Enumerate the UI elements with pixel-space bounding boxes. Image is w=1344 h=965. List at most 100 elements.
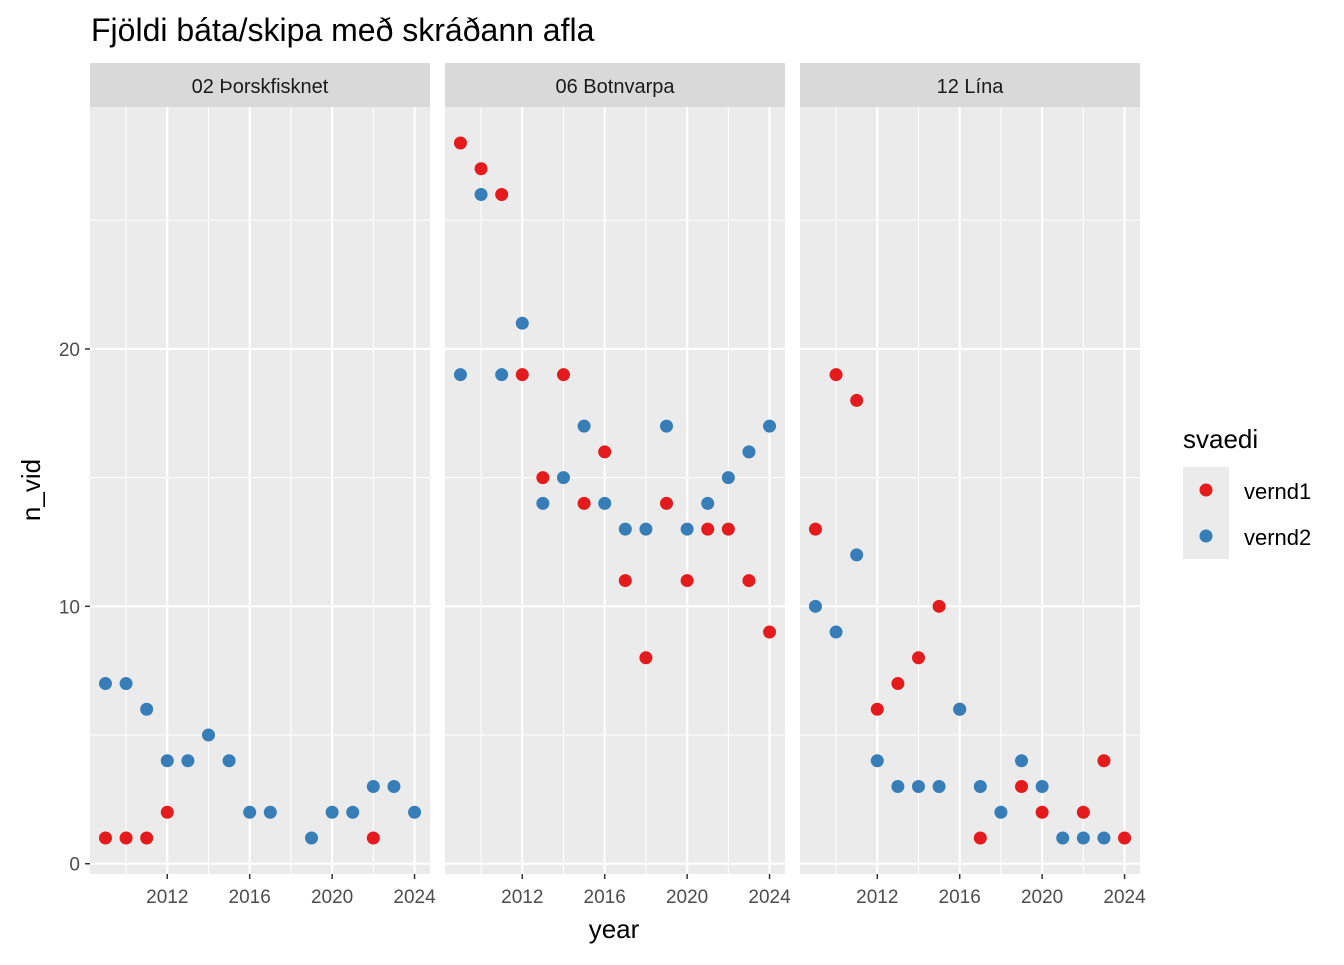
x-tick-label: 2020 <box>666 887 708 908</box>
data-point-vernd1 <box>660 496 674 510</box>
facet-strip-label: 02 Þorskfisknet <box>192 76 329 98</box>
legend-point-vernd2 <box>1199 529 1213 543</box>
data-point-vernd2 <box>1015 754 1029 768</box>
x-tick-label: 2016 <box>229 887 271 908</box>
y-tick-label: 0 <box>69 855 80 876</box>
data-point-vernd1 <box>742 574 756 588</box>
x-tick-label: 2024 <box>1103 887 1146 908</box>
data-point-vernd1 <box>701 522 715 536</box>
facet-strip-label: 06 Botnvarpa <box>556 76 676 98</box>
data-point-vernd2 <box>515 316 529 330</box>
legend-label-vernd2: vernd2 <box>1244 525 1311 550</box>
data-point-vernd1 <box>763 625 777 639</box>
data-point-vernd2 <box>932 779 946 793</box>
data-point-vernd2 <box>618 522 632 536</box>
legend-label-vernd1: vernd1 <box>1244 479 1311 504</box>
data-point-vernd1 <box>515 368 529 382</box>
data-point-vernd1 <box>870 702 884 716</box>
x-axis-label: year <box>589 914 640 944</box>
panel-background <box>90 107 430 874</box>
data-point-vernd1 <box>808 522 822 536</box>
data-point-vernd1 <box>1035 805 1049 819</box>
data-point-vernd2 <box>119 677 133 691</box>
panels: 0 10 20 02 Þorskfisknet 2012 2016 2020 2024 06 B… <box>59 63 1146 908</box>
data-point-vernd1 <box>1097 754 1111 768</box>
data-point-vernd2 <box>305 831 319 845</box>
data-point-vernd2 <box>140 702 154 716</box>
data-point-vernd2 <box>474 188 488 202</box>
data-point-vernd1 <box>721 522 735 536</box>
data-point-vernd2 <box>325 805 339 819</box>
legend-point-vernd1 <box>1199 483 1213 497</box>
data-point-vernd2 <box>536 496 550 510</box>
data-point-vernd1 <box>639 651 653 665</box>
data-point-vernd2 <box>994 805 1008 819</box>
data-point-vernd1 <box>577 496 591 510</box>
x-tick-label: 2012 <box>856 887 898 908</box>
data-point-vernd1 <box>1015 779 1029 793</box>
chart-title: Fjöldi báta/skipa með skráðann afla <box>91 12 595 48</box>
data-point-vernd2 <box>829 625 843 639</box>
data-point-vernd2 <box>453 368 467 382</box>
data-point-vernd2 <box>953 702 967 716</box>
data-point-vernd2 <box>346 805 360 819</box>
data-point-vernd2 <box>870 754 884 768</box>
x-tick-label: 2024 <box>748 887 791 908</box>
data-point-vernd2 <box>598 496 612 510</box>
data-point-vernd2 <box>577 419 591 433</box>
data-point-vernd2 <box>763 419 777 433</box>
data-point-vernd2 <box>742 445 756 459</box>
data-point-vernd2 <box>556 471 570 485</box>
facet-strip <box>445 63 785 107</box>
data-point-vernd1 <box>160 805 174 819</box>
data-point-vernd2 <box>1097 831 1111 845</box>
data-point-vernd2 <box>243 805 257 819</box>
data-point-vernd1 <box>140 831 154 845</box>
data-point-vernd1 <box>598 445 612 459</box>
x-tick-label: 2012 <box>146 887 188 908</box>
data-point-vernd2 <box>181 754 195 768</box>
data-point-vernd1 <box>911 651 925 665</box>
y-tick-label: 20 <box>59 340 80 361</box>
data-point-vernd1 <box>1118 831 1132 845</box>
data-point-vernd2 <box>263 805 277 819</box>
facet-strip <box>800 63 1140 107</box>
legend-title: svaedi <box>1183 424 1258 454</box>
data-point-vernd2 <box>891 779 905 793</box>
data-point-vernd1 <box>618 574 632 588</box>
data-point-vernd1 <box>829 368 843 382</box>
data-point-vernd2 <box>408 805 422 819</box>
data-point-vernd2 <box>808 599 822 613</box>
data-point-vernd1 <box>973 831 987 845</box>
data-point-vernd2 <box>1035 779 1049 793</box>
facet-strip <box>90 63 430 107</box>
data-point-vernd1 <box>119 831 133 845</box>
data-point-vernd2 <box>1076 831 1090 845</box>
x-tick-label: 2020 <box>1021 887 1063 908</box>
data-point-vernd1 <box>850 393 864 407</box>
data-point-vernd2 <box>680 522 694 536</box>
data-point-vernd2 <box>639 522 653 536</box>
panel-background <box>445 107 785 874</box>
data-point-vernd2 <box>660 419 674 433</box>
data-point-vernd2 <box>495 368 509 382</box>
data-point-vernd1 <box>495 188 509 202</box>
y-axis-label: n_vid <box>16 459 46 521</box>
facet-strip-label: 12 Lína <box>937 76 1005 98</box>
data-point-vernd1 <box>1076 805 1090 819</box>
data-point-vernd2 <box>701 496 715 510</box>
data-point-vernd1 <box>474 162 488 176</box>
x-tick-label: 2016 <box>584 887 626 908</box>
data-point-vernd2 <box>366 779 380 793</box>
y-tick-label: 10 <box>59 597 80 618</box>
data-point-vernd1 <box>932 599 946 613</box>
data-point-vernd1 <box>453 136 467 150</box>
data-point-vernd1 <box>556 368 570 382</box>
data-point-vernd2 <box>387 779 401 793</box>
data-point-vernd2 <box>973 779 987 793</box>
data-point-vernd2 <box>850 548 864 562</box>
x-tick-label: 2012 <box>501 887 543 908</box>
data-point-vernd1 <box>98 831 112 845</box>
data-point-vernd1 <box>536 471 550 485</box>
